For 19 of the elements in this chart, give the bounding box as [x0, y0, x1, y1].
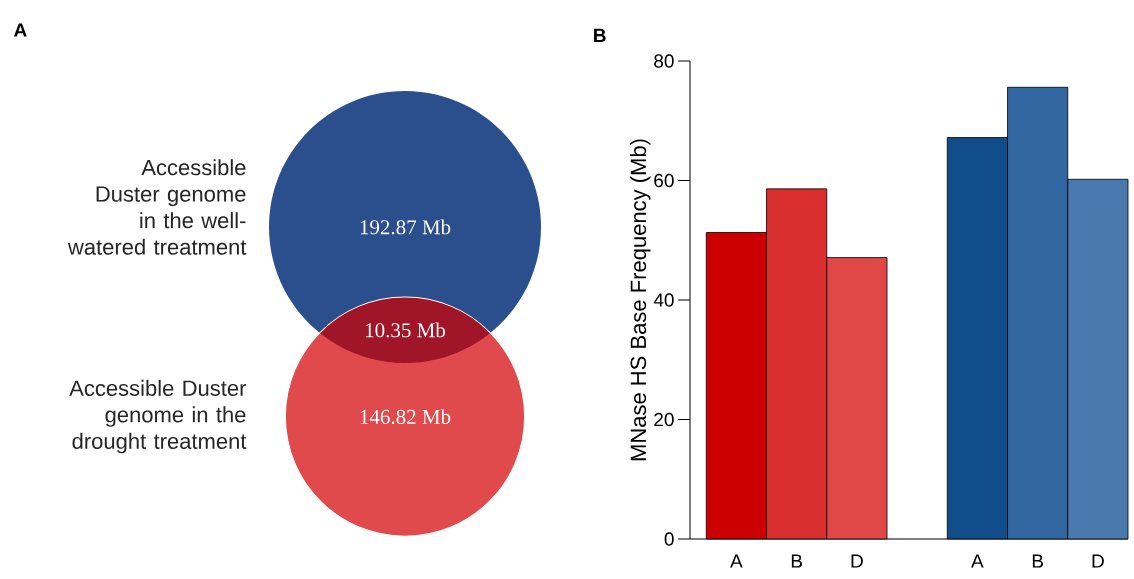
x-tick-label: D	[1092, 554, 1104, 568]
chart-title: B	[594, 28, 606, 42]
x-tick-label: D	[851, 554, 863, 568]
y-axis-title: MNase HS Base Frequency (Mb)	[629, 139, 651, 461]
y-tick-label: 40	[653, 293, 674, 307]
data-label: 10.35 Mb	[366, 322, 446, 338]
text: A	[14, 23, 27, 37]
category-label: Accessible Duster genome in the drought treatment	[69, 379, 247, 454]
data-label: 146.82 Mb	[360, 409, 451, 425]
x-tick-label: A	[971, 554, 984, 568]
y-tick-label: 20	[654, 412, 674, 427]
x-tick-label: B	[1032, 554, 1043, 568]
y-tick-label: 60	[654, 173, 674, 188]
category-label: Accessible Duster genome in the well-watered treatment	[67, 159, 247, 255]
x-tick-label: B	[791, 554, 802, 568]
y-tick-label: 80	[654, 54, 674, 68]
y-tick-label: 0	[664, 532, 674, 546]
x-tick-label: A	[730, 554, 743, 568]
data-label: 192.87 Mb	[360, 219, 451, 235]
